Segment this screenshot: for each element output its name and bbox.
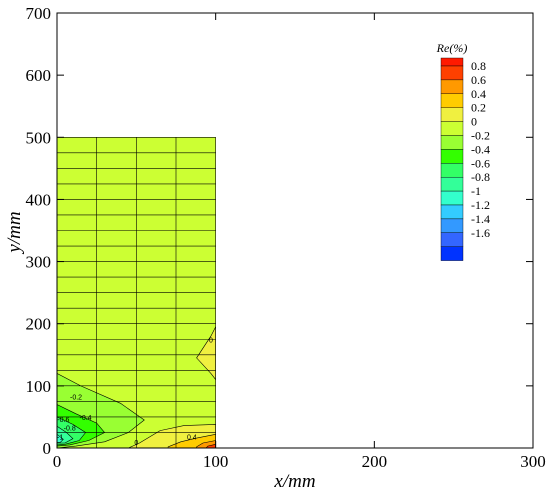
x-tick-label-2: 200	[362, 452, 388, 471]
legend-label-8: -0.8	[471, 170, 490, 184]
legend-label-10: -1.2	[471, 198, 490, 212]
contour-label-5: -1	[57, 434, 63, 441]
legend-label-6: -0.4	[471, 142, 490, 156]
legend-swatch-10	[440, 204, 464, 220]
contour-label-4: -0.8	[64, 426, 76, 433]
y-tick-label-4: 400	[26, 190, 52, 209]
contour-label-2: -0.4	[80, 415, 92, 422]
legend-swatch-4	[440, 121, 464, 136]
x-tick-label-0: 0	[53, 452, 62, 471]
y-tick-label-5: 500	[26, 128, 52, 147]
legend-label-4: 0	[471, 115, 477, 129]
y-axis-title: y/mm	[4, 211, 25, 254]
contour-label-6: 0	[134, 440, 138, 447]
legend-label-3: 0.2	[471, 101, 486, 115]
legend-label-7: -0.6	[471, 156, 490, 170]
legend-swatch-12	[440, 232, 464, 247]
legend-swatch-5	[440, 135, 464, 150]
contour-label-3: -0.6	[57, 417, 69, 424]
contour-label-7: 0.4	[187, 434, 197, 441]
legend-label-11: -1.4	[471, 212, 490, 226]
y-tick-label-6: 600	[26, 66, 52, 85]
legend-swatch-9	[440, 190, 464, 206]
legend-label-12: -1.6	[471, 226, 490, 240]
x-tick-label-1: 100	[203, 452, 229, 471]
contour-region-4	[57, 433, 64, 443]
y-tick-label-3: 300	[26, 253, 52, 272]
legend-swatch-6	[440, 149, 464, 164]
legend-swatch-13	[440, 246, 464, 261]
legend-label-1: 0.6	[471, 73, 486, 87]
contour-label-0: 0	[209, 337, 213, 344]
legend-swatch-0	[440, 65, 464, 81]
y-tick-label-2: 200	[26, 315, 52, 334]
y-tick-label-0: 0	[43, 439, 52, 458]
legend-swatch-top	[440, 57, 464, 67]
legend-label-9: -1	[471, 184, 481, 198]
legend-label-5: -0.2	[471, 129, 490, 143]
legend-label-2: 0.4	[471, 87, 486, 101]
x-tick-label-3: 300	[520, 452, 546, 471]
x-axis-title: x/mm	[273, 471, 315, 492]
y-tick-label-1: 100	[26, 377, 52, 396]
y-tick-label-7: 700	[26, 4, 52, 23]
contour-region-5	[196, 326, 216, 381]
legend: Re(%)0.80.60.40.20-0.2-0.4-0.6-0.8-1-1.2…	[436, 41, 490, 261]
legend-swatch-1	[440, 79, 464, 95]
contour-label-1: -0.2	[70, 395, 82, 402]
legend-swatch-3	[440, 107, 464, 122]
legend-swatch-7	[440, 163, 464, 178]
legend-swatch-11	[440, 218, 464, 233]
plot-frame	[56, 12, 534, 449]
legend-swatch-2	[440, 93, 464, 108]
contour-labels: 0 -0.2 -0.4 -0.6 -0.8-1 0 0.4	[57, 337, 213, 447]
legend-label-0: 0.8	[471, 59, 486, 73]
legend-swatch-8	[440, 176, 464, 192]
axes: 0 100 200 300 0 100 200 300 400 500 600 700	[26, 4, 546, 471]
legend-title: Re(%)	[436, 41, 468, 55]
